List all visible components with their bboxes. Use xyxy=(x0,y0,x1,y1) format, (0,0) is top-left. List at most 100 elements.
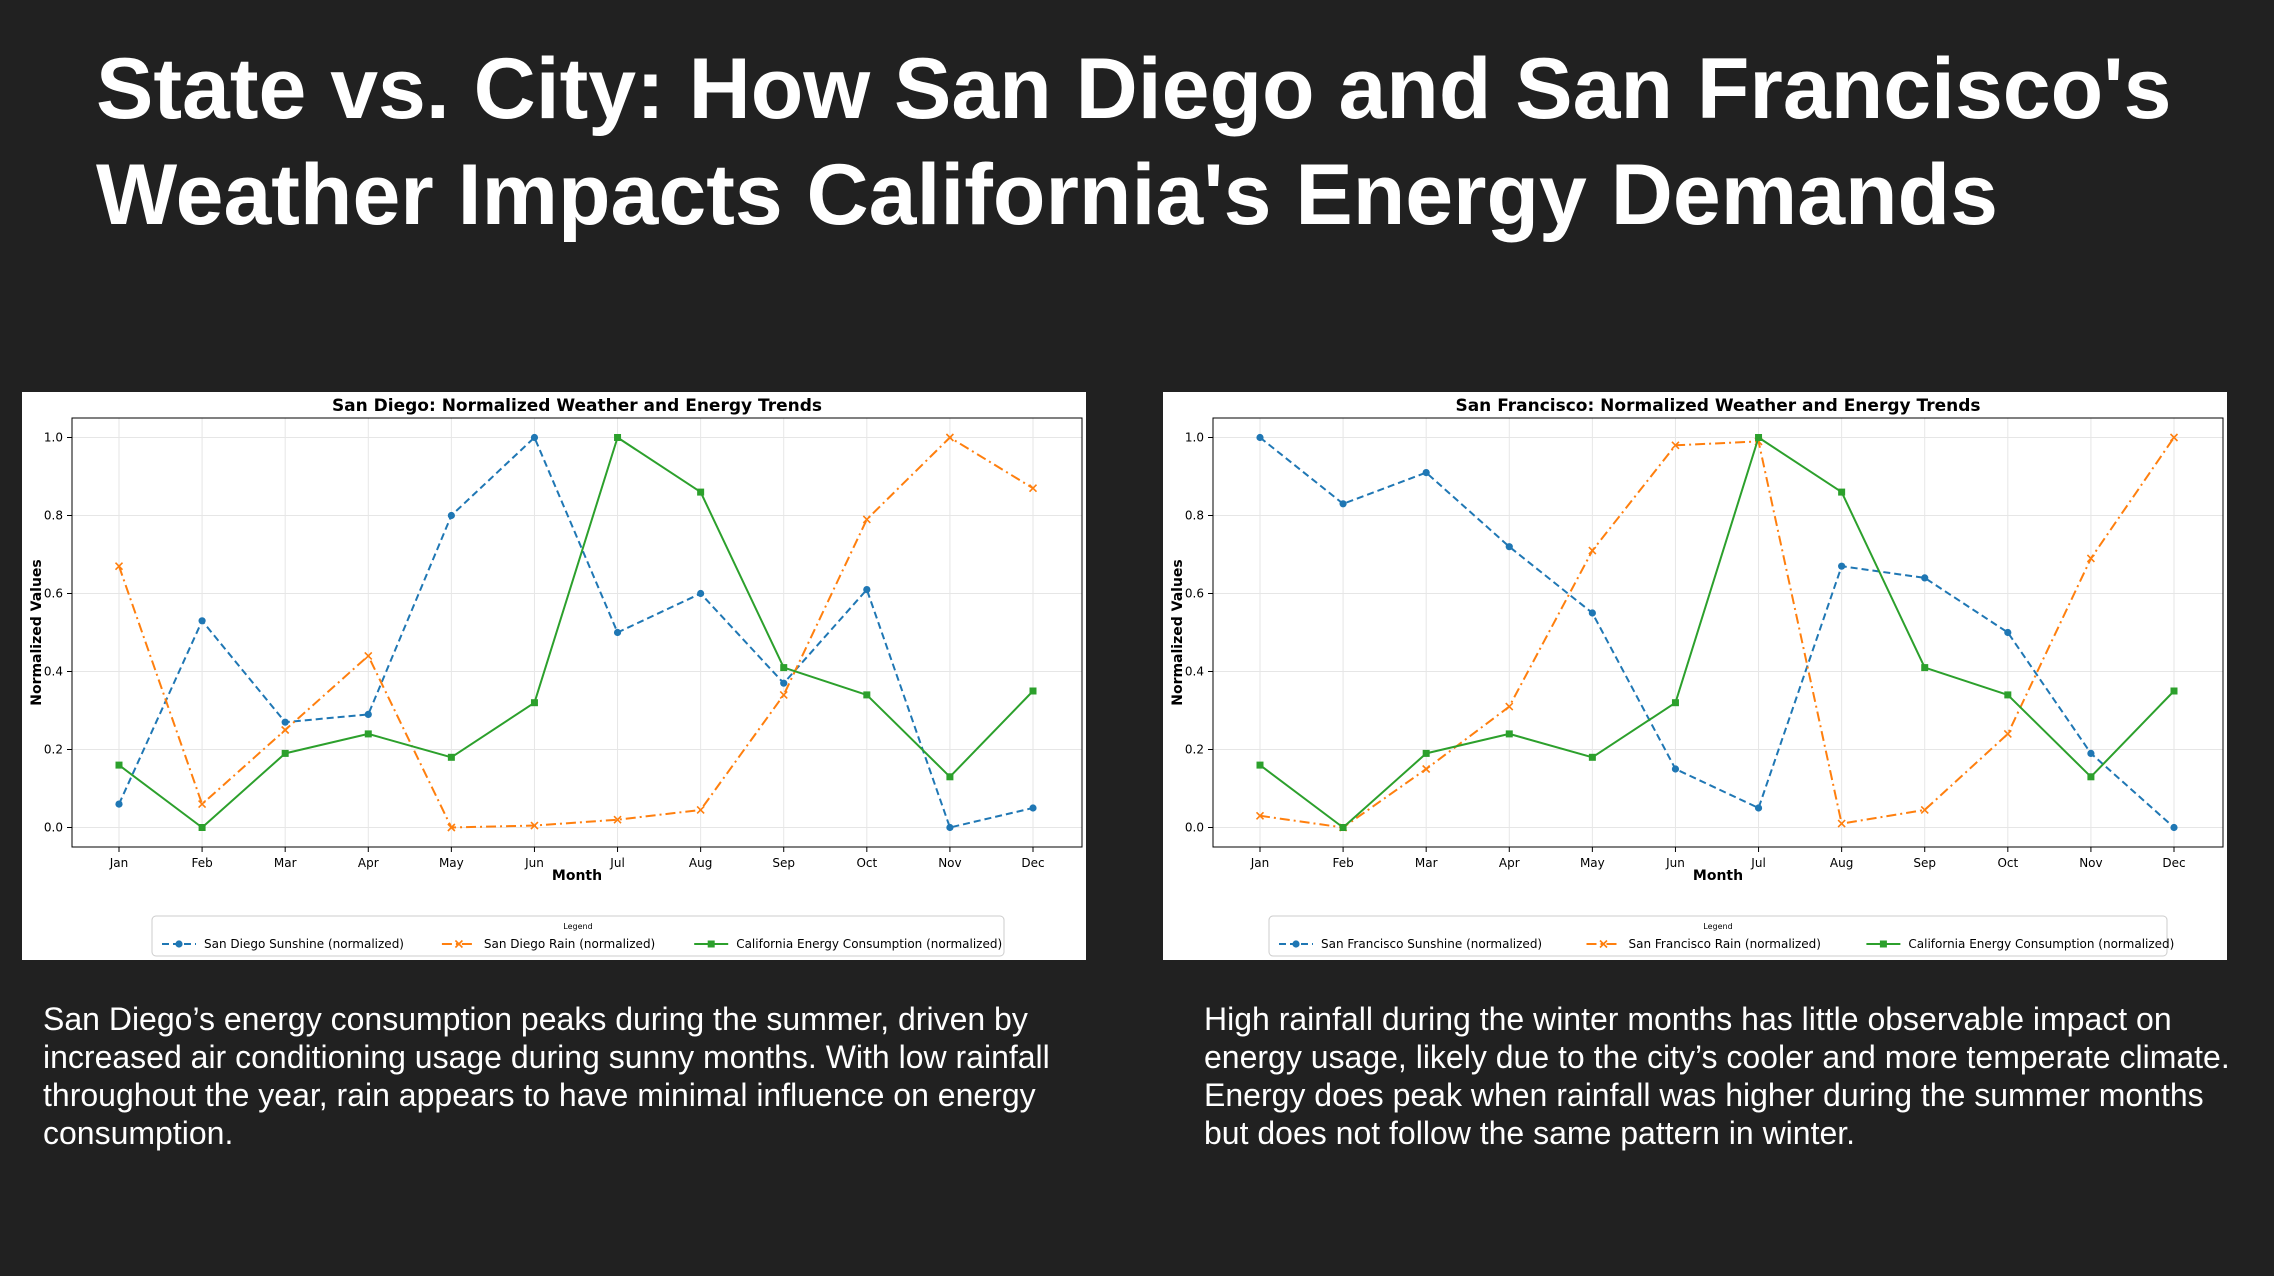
series-3 xyxy=(1256,434,2178,831)
data-point xyxy=(1837,819,1846,828)
legend-swatch-marker xyxy=(1292,940,1300,948)
data-point xyxy=(2169,433,2179,442)
legend-swatch-marker xyxy=(454,939,463,949)
legend-title: Legend xyxy=(563,922,592,931)
legend-swatch-marker xyxy=(1879,940,1887,948)
x-tick-label: Sep xyxy=(772,856,795,870)
series-line xyxy=(1259,436,2175,829)
y-tick-label: 0.6 xyxy=(1185,587,1204,601)
data-point xyxy=(1505,543,1513,551)
x-tick-label: Jun xyxy=(1665,856,1685,870)
data-point xyxy=(2004,628,2012,637)
legend-label: San Francisco Rain (normalized) xyxy=(1629,937,1821,951)
x-tick-label: Mar xyxy=(1415,856,1438,870)
legend-label: San Francisco Sunshine (normalized) xyxy=(1321,937,1542,951)
data-point xyxy=(1256,761,1264,769)
x-tick-label: May xyxy=(1580,856,1605,870)
x-tick-label: Jan xyxy=(109,856,129,870)
series-line xyxy=(118,436,1034,829)
data-point xyxy=(115,800,123,808)
legend-label: San Diego Rain (normalized) xyxy=(484,937,655,951)
data-point xyxy=(2087,749,2095,757)
x-tick-label: Jan xyxy=(1250,856,1270,870)
series-line xyxy=(118,436,1034,829)
y-tick-label: 0.4 xyxy=(1185,665,1204,679)
san-francisco-caption: High rainfall during the winter months h… xyxy=(1204,1001,2230,1151)
title-line-1: State vs. City: How San Diego and San Fr… xyxy=(96,41,2172,137)
y-tick-label: 0.6 xyxy=(44,587,63,601)
x-tick-label: Feb xyxy=(191,856,212,870)
data-point xyxy=(281,725,290,735)
grid-lines xyxy=(1213,418,2223,847)
x-tick-label: Nov xyxy=(938,856,961,870)
data-point xyxy=(1029,687,1037,695)
y-tick-label: 0.2 xyxy=(44,743,63,757)
legend-box xyxy=(1268,915,2168,957)
data-point xyxy=(2004,691,2012,699)
legend-swatch-marker xyxy=(707,940,715,948)
grid-lines xyxy=(72,418,1082,847)
legend-swatch-marker xyxy=(175,940,183,948)
data-point xyxy=(530,433,539,442)
x-tick-label: Sep xyxy=(1913,856,1936,870)
data-point xyxy=(1671,699,1679,707)
data-point xyxy=(780,679,788,687)
data-point xyxy=(1588,546,1597,555)
data-point xyxy=(447,753,455,761)
y-tick-label: 0.8 xyxy=(44,509,63,523)
data-point xyxy=(364,710,372,718)
data-point xyxy=(447,823,456,832)
data-point xyxy=(1339,500,1347,508)
data-point xyxy=(780,664,788,672)
y-tick-label: 0.8 xyxy=(1185,509,1204,523)
data-point xyxy=(281,749,289,757)
data-point xyxy=(1505,702,1514,711)
data-point xyxy=(1671,441,1680,450)
x-axis-label: Month xyxy=(552,868,602,884)
x-tick-label: Nov xyxy=(2079,856,2102,870)
data-point xyxy=(863,586,871,594)
data-point xyxy=(613,628,622,637)
data-point xyxy=(614,434,622,441)
x-tick-label: Jun xyxy=(524,856,544,870)
x-tick-label: Jul xyxy=(609,856,624,870)
title-line-2: Weather Impacts California's Energy Dema… xyxy=(96,147,1998,243)
legend-box xyxy=(151,915,1005,957)
data-point xyxy=(530,699,538,707)
y-axis-label: Normalized Values xyxy=(29,559,45,706)
x-tick-label: Dec xyxy=(2162,856,2185,870)
x-tick-label: Feb xyxy=(1332,856,1353,870)
data-point xyxy=(1838,488,1846,496)
data-point xyxy=(1838,562,1846,570)
san-diego-chart: San Diego: Normalized Weather and Energy… xyxy=(22,392,1086,960)
legend-title: Legend xyxy=(1703,922,1732,931)
data-point xyxy=(198,824,206,831)
data-point xyxy=(1029,804,1037,812)
plot-frame xyxy=(71,417,1083,848)
data-point xyxy=(1588,753,1596,761)
data-point xyxy=(1255,811,1265,820)
data-point xyxy=(1505,730,1513,738)
series-line xyxy=(1259,436,2175,829)
x-tick-label: Jul xyxy=(1750,856,1765,870)
series-2 xyxy=(1255,433,2179,832)
data-point xyxy=(2087,773,2095,781)
legend: Legend San Francisco Sunshine (normalized… xyxy=(1268,915,2174,957)
san-francisco-chart-svg: San Francisco: Normalized Weather and En… xyxy=(1170,396,2224,957)
legend-swatch-marker xyxy=(1599,939,1608,949)
chart-title: San Francisco: Normalized Weather and En… xyxy=(1455,396,1980,416)
data-point xyxy=(2086,554,2095,563)
y-tick-label: 0.4 xyxy=(44,665,63,679)
data-point xyxy=(697,589,705,598)
y-axis-label: Normalized Values xyxy=(1170,559,1186,706)
data-point xyxy=(1422,749,1430,757)
series-1 xyxy=(115,433,1037,832)
x-tick-label: Mar xyxy=(274,856,297,870)
data-point xyxy=(281,718,289,726)
data-point xyxy=(697,488,705,496)
san-diego-chart-svg: San Diego: Normalized Weather and Energy… xyxy=(29,396,1083,957)
series-line xyxy=(1259,436,2175,829)
data-point xyxy=(364,730,372,738)
x-tick-label: Aug xyxy=(1830,856,1853,870)
data-point xyxy=(696,805,705,815)
